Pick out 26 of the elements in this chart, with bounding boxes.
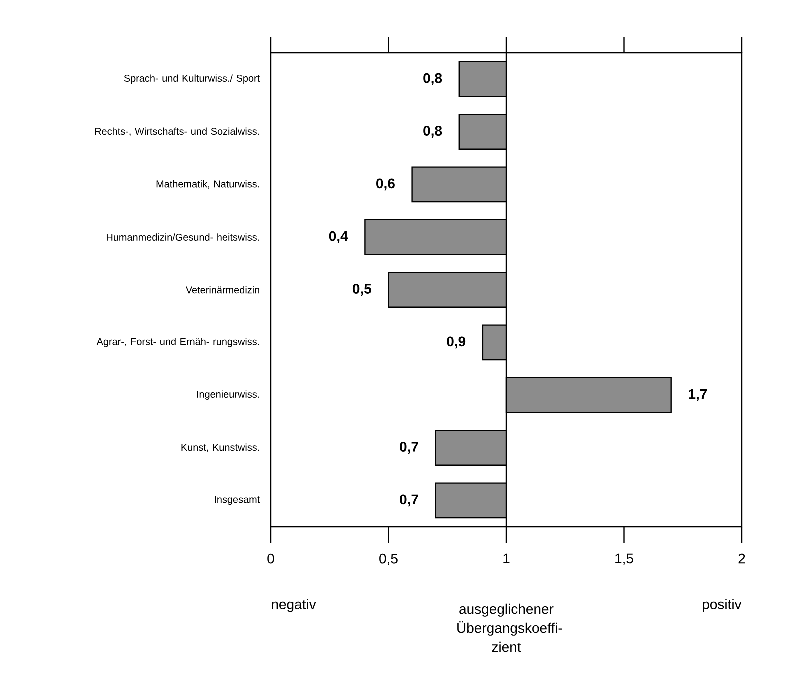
y-tick-label: Insgesamt bbox=[215, 496, 260, 506]
y-tick-label: Ingenieurwiss. bbox=[197, 390, 260, 400]
data-label: 0,8 bbox=[424, 73, 442, 86]
y-tick-label: Mathematik, Naturwiss. bbox=[156, 180, 260, 189]
x-tick-label: 1 bbox=[504, 554, 510, 564]
y-tick-label: Veterinärmedizin bbox=[186, 286, 260, 294]
y-tick-label: Sprach- und Kulturwiss./ Sport bbox=[124, 74, 260, 84]
data-label: 0,7 bbox=[400, 442, 418, 454]
x-tick-label: 1,5 bbox=[616, 554, 634, 566]
data-label: 0,8 bbox=[424, 126, 442, 138]
data-label: 0,6 bbox=[376, 178, 395, 191]
data-label: 0,7 bbox=[400, 494, 418, 507]
data-label: 0,9 bbox=[447, 336, 466, 349]
data-label: 0,5 bbox=[352, 284, 372, 296]
y-tick-label: Humanmedizin/Gesund- heitswiss. bbox=[107, 234, 260, 241]
text: positiv bbox=[703, 599, 742, 612]
y-tick-label: Kunst, Kunstwiss. bbox=[182, 444, 260, 452]
data-label: 0,4 bbox=[329, 231, 348, 244]
ref-line-label: ausgeglichener Übergangskoeffi- zient bbox=[458, 604, 562, 652]
y-tick-label: Rechts-, Wirtschafts- und Sozialwiss. bbox=[95, 128, 260, 136]
text: negativ bbox=[272, 599, 316, 612]
y-tick-label: Agrar-, Forst- und Ernäh- rungswiss. bbox=[96, 338, 260, 348]
x-tick-label: 0,5 bbox=[380, 554, 398, 566]
data-label: 1,7 bbox=[689, 389, 708, 402]
x-tick-label: 2 bbox=[738, 554, 746, 564]
x-tick-label: 0 bbox=[268, 554, 274, 564]
